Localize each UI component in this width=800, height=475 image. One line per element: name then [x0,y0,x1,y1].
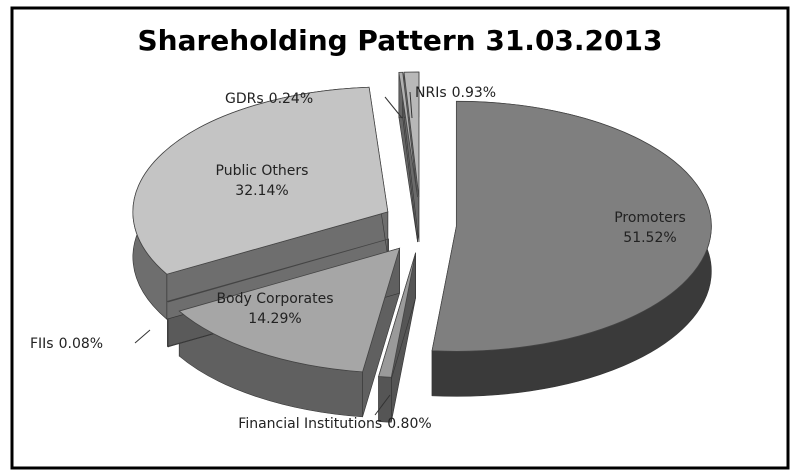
slice [403,71,420,198]
slice-label-value: 14.29% [248,311,301,327]
chart-title: Shareholding Pattern 31.03.2013 [138,24,663,57]
slice-label-value: 0.80% [387,416,431,432]
slice-label: GDRs 0.24% [225,91,313,107]
slice [178,247,401,373]
slice [431,100,712,352]
slice-label: Promoters 51.52% [614,210,686,246]
slice [378,252,417,378]
slice-label-name: FIIs [30,336,54,352]
slice-label: NRIs 0.93% [415,85,496,101]
slice-label-name: NRIs [415,85,447,101]
slice [398,71,418,198]
slice-label-value: 0.08% [59,336,103,352]
slice-label-name: Public Others [216,163,309,179]
leader-line [384,96,403,119]
slice-label-value: 0.24% [269,91,313,107]
slice-label-name: GDRs [225,91,264,107]
leader-line [409,91,413,119]
slice [166,238,389,303]
slice-label-name: Body Corporates [216,291,333,307]
slice-label-name: Promoters [614,210,686,226]
slice-label: FIIs 0.08% [30,336,103,352]
slice-label: Financial Institutions 0.80% [238,416,431,432]
slice-label: Body Corporates 14.29% [216,291,333,327]
leader-line [134,329,151,344]
slice-label-value: 51.52% [623,230,676,246]
leader-line [374,394,391,416]
slice-label-name: Financial Institutions [238,416,382,432]
slice [132,86,389,275]
slice-label: Public Others 32.14% [216,163,309,199]
slice-label-value: 32.14% [235,183,288,199]
slice-label-value: 0.93% [452,85,496,101]
